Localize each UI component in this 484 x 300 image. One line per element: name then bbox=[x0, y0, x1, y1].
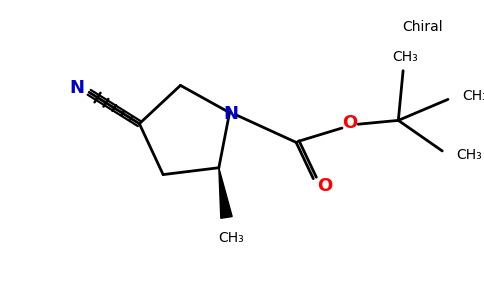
Text: N: N bbox=[69, 80, 84, 98]
Text: Chiral: Chiral bbox=[402, 20, 442, 34]
Text: O: O bbox=[317, 177, 333, 195]
Polygon shape bbox=[219, 168, 232, 218]
Text: CH₃: CH₃ bbox=[392, 50, 418, 64]
Text: N: N bbox=[223, 105, 238, 123]
Text: CH₃: CH₃ bbox=[456, 148, 482, 162]
Text: CH₃: CH₃ bbox=[218, 231, 244, 245]
Text: O: O bbox=[342, 114, 357, 132]
Text: CH₃: CH₃ bbox=[462, 88, 484, 103]
